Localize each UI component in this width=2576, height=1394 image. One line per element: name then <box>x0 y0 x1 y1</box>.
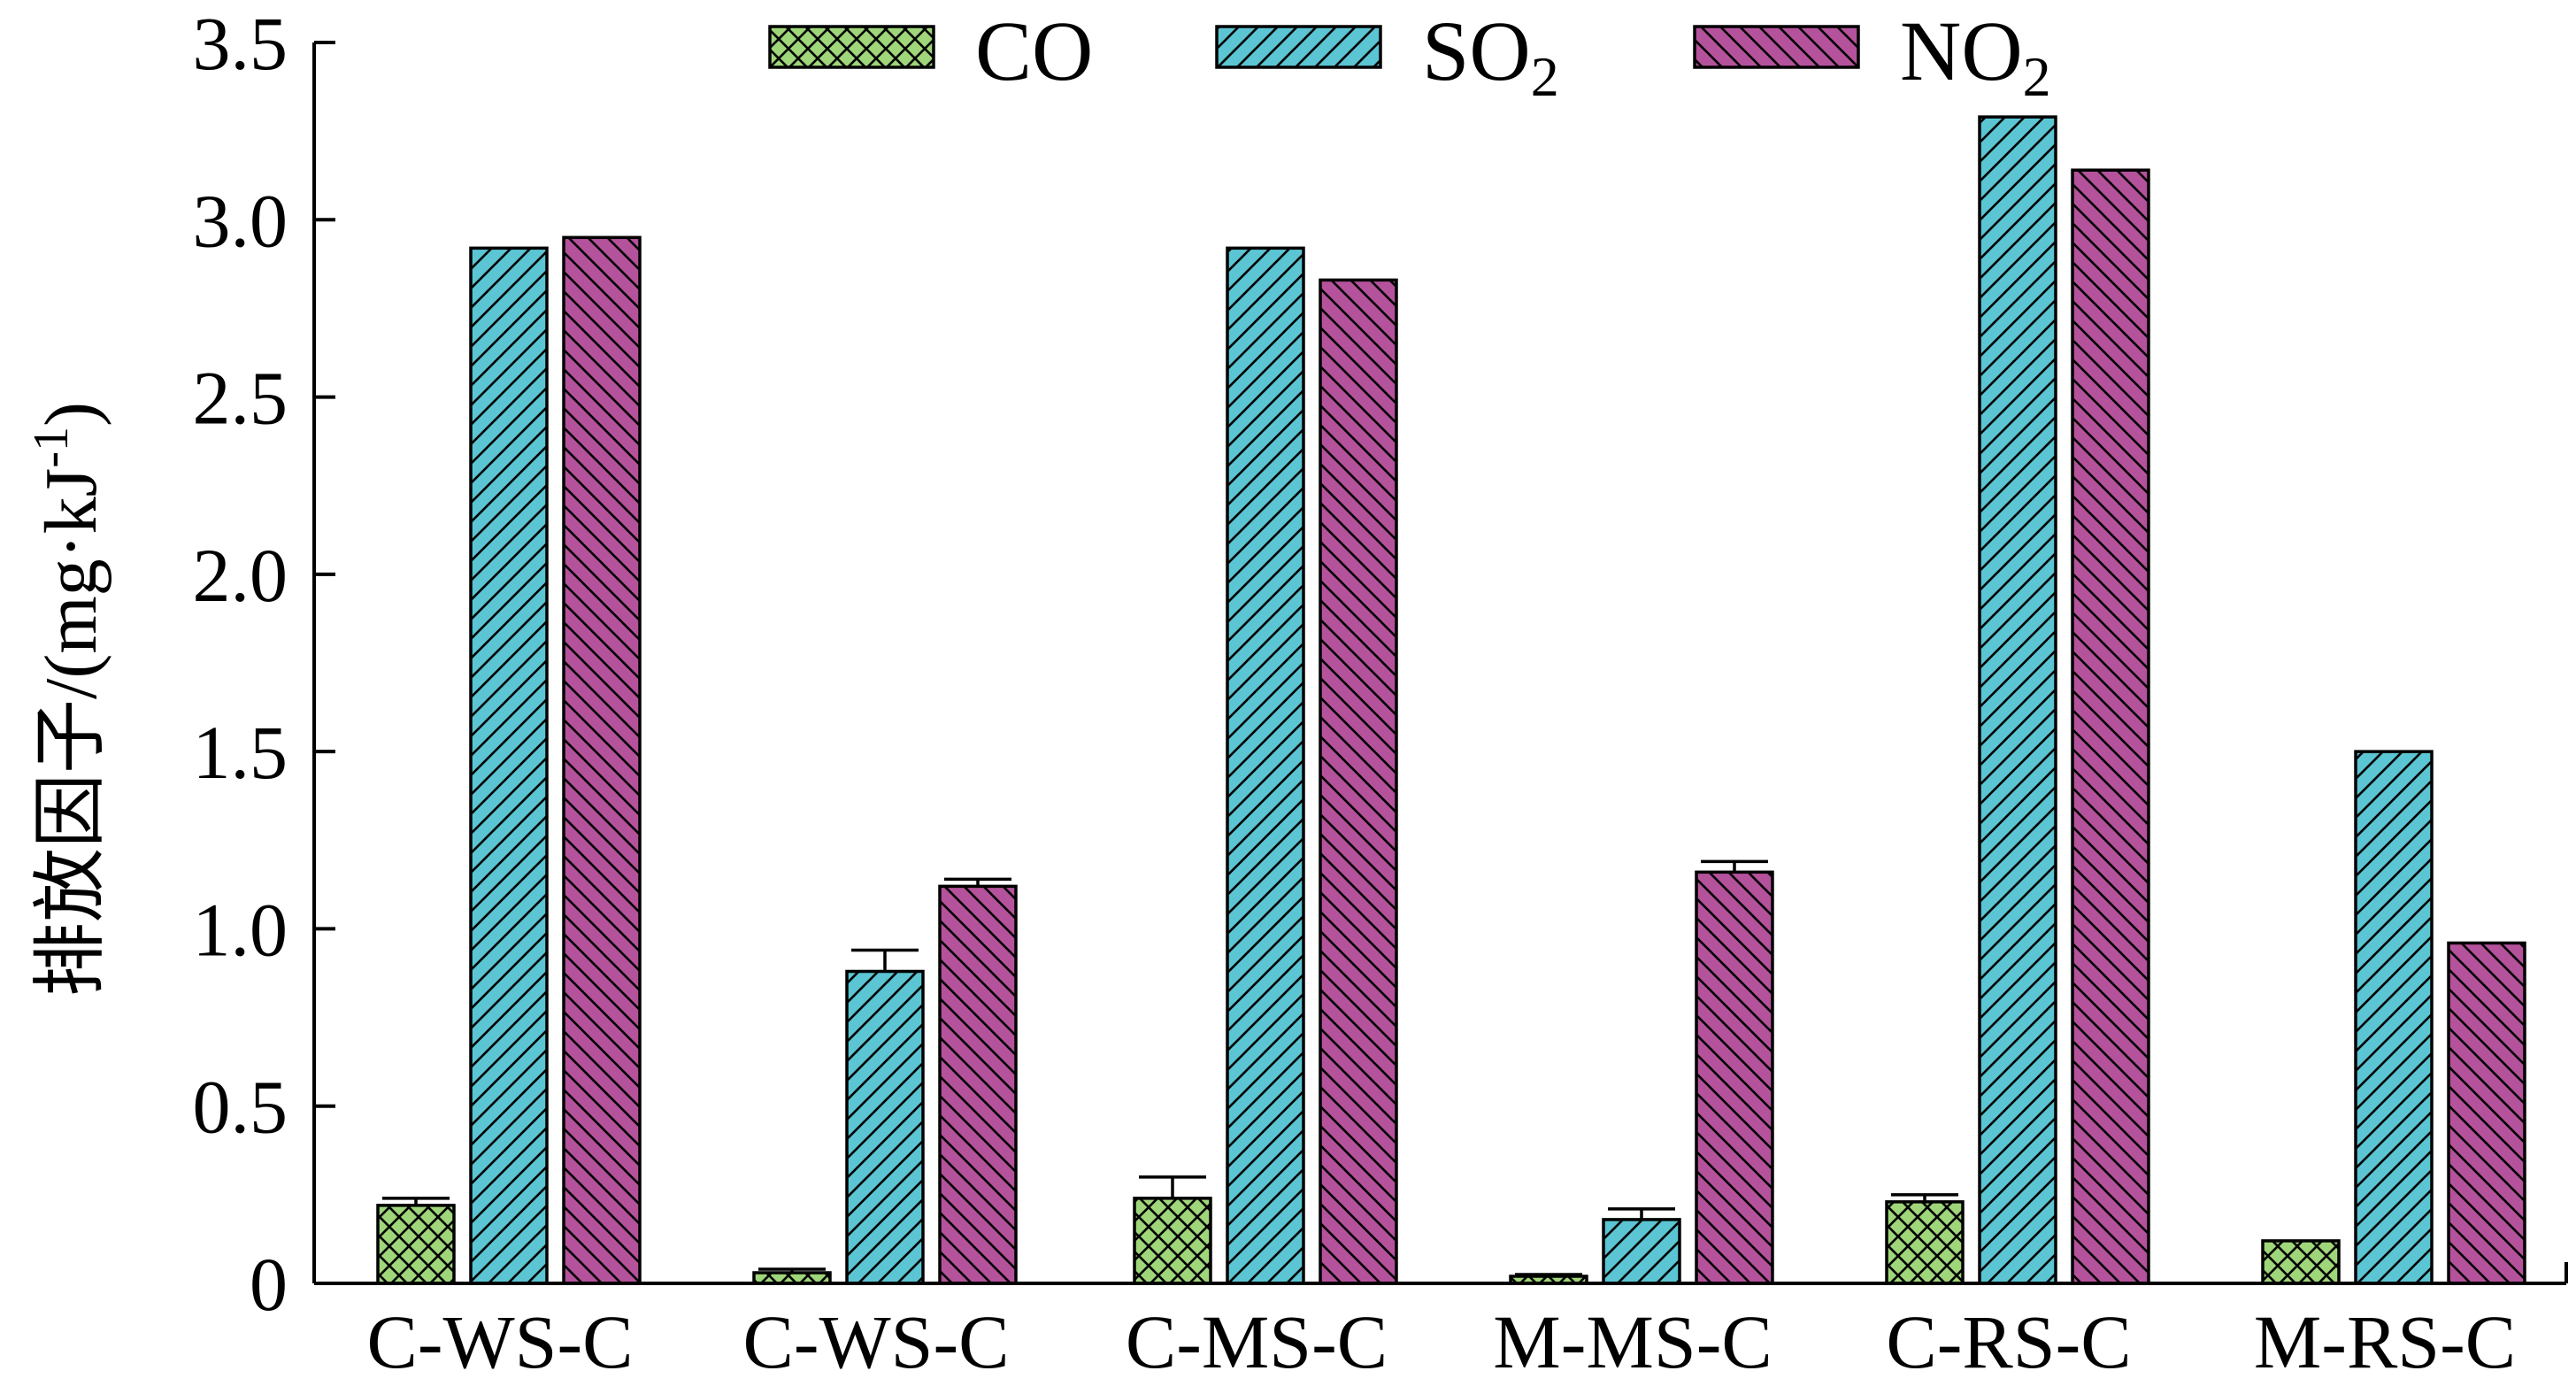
y-tick-label-3: 1.5 <box>193 710 288 795</box>
bar-co-3 <box>1133 1197 1212 1285</box>
y-tick-label-7: 3.5 <box>193 1 288 86</box>
bar-so2-2 <box>845 969 925 1285</box>
x-tick-label-1: C-WS-C <box>367 1299 634 1384</box>
bar-no2-3 <box>1319 278 1398 1285</box>
x-tick-label-2: C-WS-C <box>743 1299 1010 1384</box>
bar-so2-1 <box>469 246 549 1285</box>
bar-co-1 <box>376 1204 456 1285</box>
legend-item-no2: NO2 <box>1693 4 2051 108</box>
bar-so2-6 <box>2354 750 2434 1285</box>
legend-item-so2: SO2 <box>1215 4 1559 108</box>
bar-no2-4 <box>1695 870 1774 1285</box>
legend-swatch-co <box>768 25 935 69</box>
bar-co-6 <box>2261 1239 2341 1285</box>
bar-co-5 <box>1885 1200 1965 1285</box>
y-axis-title: 排放因子/(mg·kJ-1) <box>24 402 112 997</box>
error-bar-no2-4 <box>1701 859 1768 873</box>
bar-no2-6 <box>2447 941 2526 1285</box>
x-tick-label-4: M-MS-C <box>1493 1299 1772 1384</box>
y-tick-label-1: 0.5 <box>193 1065 288 1150</box>
error-bar-so2-2 <box>851 948 919 972</box>
labels: 0 0.5 1.0 1.5 2.0 2.5 3.0 3.5 C-WS-C C-WS-C C-MS-C… <box>24 1 2516 1384</box>
error-bar-co-1 <box>382 1197 450 1205</box>
legend-swatch-so2 <box>1215 25 1382 69</box>
error-bar-co-3 <box>1139 1175 1206 1198</box>
error-bar-co-5 <box>1891 1193 1958 1202</box>
y-tick-label-0: 0 <box>250 1242 288 1327</box>
legend-swatch-no2 <box>1693 25 1860 69</box>
error-bar-no2-2 <box>944 877 1011 887</box>
legend-label-so2: SO2 <box>1422 4 1559 108</box>
legend-label-no2: NO2 <box>1900 4 2051 108</box>
legend: CO SO2 NO2 <box>768 4 2051 108</box>
error-bar-co-4 <box>1515 1273 1582 1276</box>
y-tick-label-6: 3.0 <box>193 178 288 263</box>
x-tick-label-3: C-MS-C <box>1126 1299 1388 1384</box>
bar-no2-1 <box>562 235 642 1285</box>
y-tick-label-5: 2.5 <box>193 356 288 441</box>
y-tick-label-4: 2.0 <box>193 533 288 618</box>
legend-label-co: CO <box>975 4 1093 98</box>
axes <box>312 41 2568 1285</box>
error-bar-so2-4 <box>1608 1207 1675 1220</box>
bar-so2-4 <box>1602 1218 1681 1285</box>
legend-item-co: CO <box>768 4 1093 98</box>
y-tick-label-2: 1.0 <box>193 887 288 972</box>
x-tick-label-6: M-RS-C <box>2254 1299 2516 1384</box>
bar-so2-3 <box>1226 246 1305 1285</box>
error-bar-co-2 <box>758 1267 826 1273</box>
x-tick-label-5: C-RS-C <box>1886 1299 2131 1384</box>
bars <box>376 115 2526 1285</box>
bar-so2-5 <box>1978 115 2057 1285</box>
bar-no2-5 <box>2071 168 2150 1285</box>
bar-no2-2 <box>938 884 1018 1285</box>
